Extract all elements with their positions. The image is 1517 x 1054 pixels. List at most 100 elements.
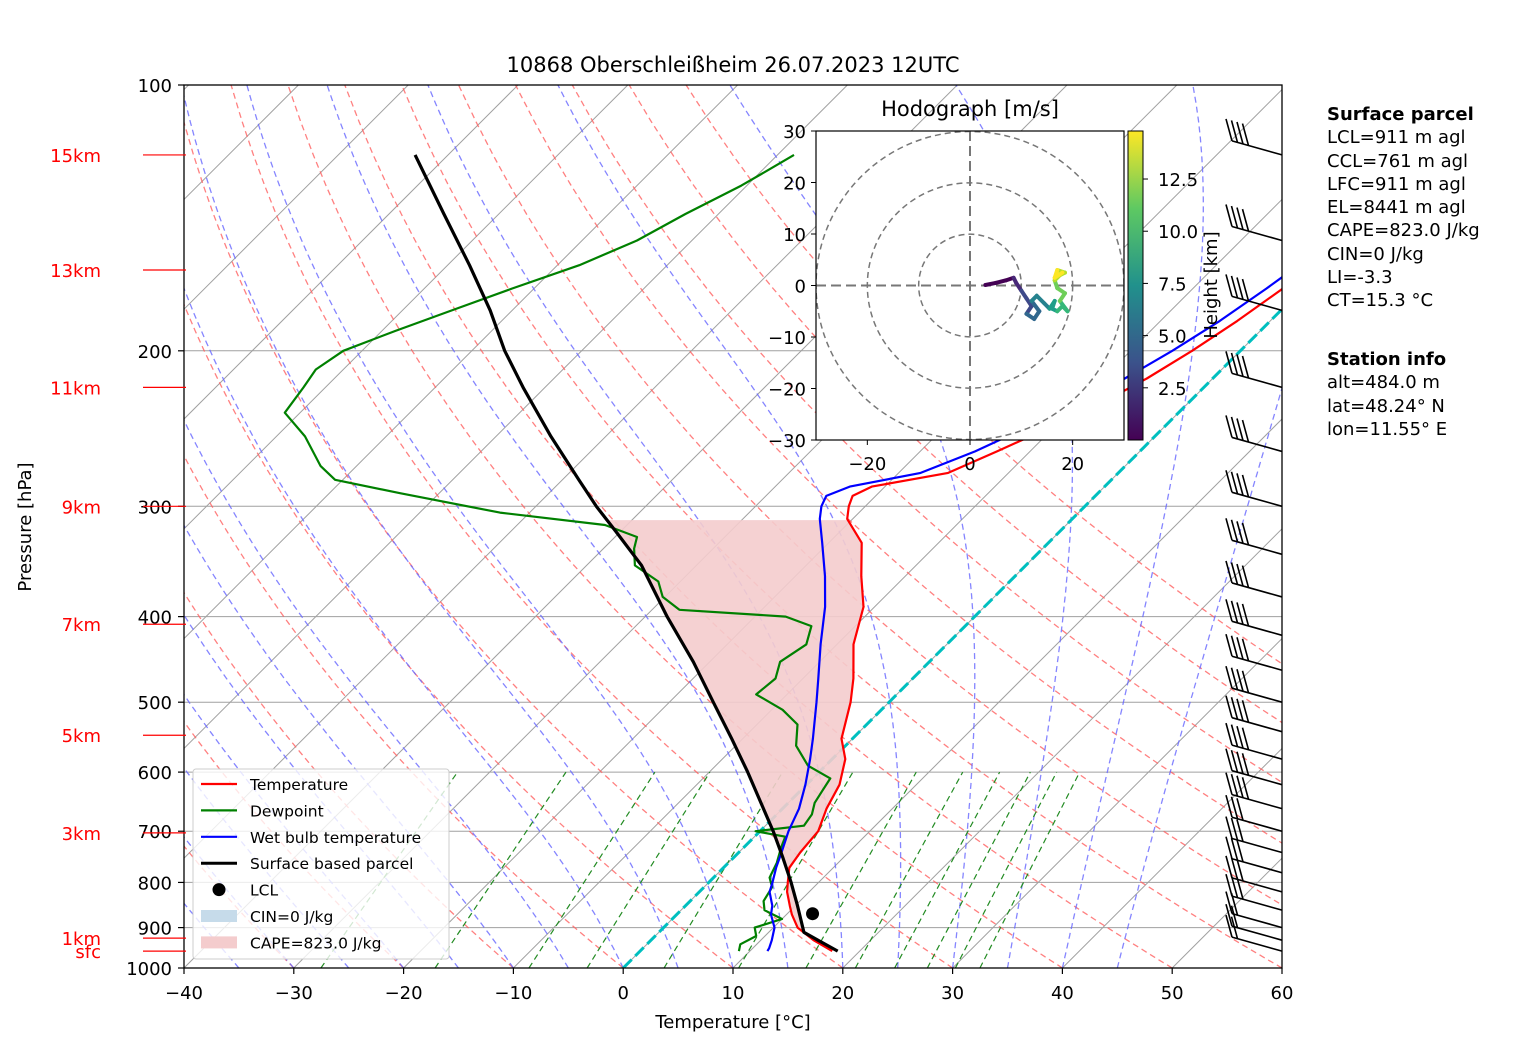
wind-barb-flag: [1225, 351, 1233, 374]
moist-adiabat-line: [246, 85, 734, 968]
mixing-ratio-line: [528, 771, 656, 968]
wind-barb-flag: [1236, 418, 1244, 441]
wind-barb-shaft: [1231, 816, 1283, 832]
legend-label: Surface based parcel: [250, 855, 413, 873]
y-tick-label: 300: [138, 497, 172, 518]
wind-barb-shaft: [1231, 225, 1283, 242]
y-axis-label: Pressure [hPa]: [15, 462, 36, 591]
hodo-x-tick-label: 0: [964, 454, 975, 475]
wind-barb-flag: [1225, 204, 1233, 227]
moist-adiabat-line: [184, 902, 240, 968]
wind-barb-shaft: [1231, 491, 1283, 508]
x-tick-label: 10: [722, 983, 745, 1004]
wetbulb-line: [766, 275, 1282, 952]
wind-barb-flag: [1225, 795, 1233, 818]
legend-marker: [212, 883, 226, 897]
mixing-ratio-line: [954, 771, 1058, 968]
hodo-ring: [917, 233, 1023, 338]
wind-barb-flag: [1236, 207, 1244, 230]
y-tick-label: 400: [138, 608, 172, 629]
wind-barb-flag: [1225, 855, 1233, 879]
colorbar-tick-label: 5.0: [1158, 327, 1187, 348]
colorbar-tick-label: 10.0: [1158, 222, 1198, 243]
wind-barb-flag: [1230, 562, 1239, 585]
wind-barb-flag: [1241, 278, 1250, 302]
height-label: 9km: [62, 497, 101, 518]
ct-value: CT=15.3 °C: [1327, 290, 1434, 312]
hodo-plot: [816, 131, 1124, 440]
moist-adiabat-line: [955, 85, 1074, 968]
lcl-value: LCL=911 m agl: [1327, 127, 1466, 149]
y-tick-label: 200: [138, 342, 172, 363]
chart-title: 10868 Oberschleißheim 26.07.2023 12UTC: [507, 53, 960, 77]
station-lat: lat=48.24° N: [1327, 395, 1445, 417]
wind-barb-flag: [1241, 208, 1250, 232]
wind-barb-flag: [1236, 121, 1244, 145]
wind-barb-flag: [1241, 700, 1250, 723]
wind-barb-flag: [1230, 205, 1239, 229]
wind-barb-flag: [1241, 123, 1250, 146]
dry-adiabat-line: [458, 85, 1282, 906]
wind-barb-flag: [1230, 817, 1239, 841]
wind-barb-flag: [1241, 670, 1250, 694]
wind-barb-flag: [1225, 634, 1233, 657]
wind-barb-flag: [1236, 354, 1244, 377]
wind-barb-flag: [1236, 473, 1244, 496]
ccl-value: CCL=761 m agl: [1327, 150, 1469, 172]
wind-barb-flag: [1225, 599, 1233, 622]
dry-adiabat-line: [287, 85, 1063, 968]
wind-barb-shaft: [1231, 769, 1283, 786]
hodo-y-tick-label: 10: [783, 225, 806, 246]
hodo-title: Hodograph [m/s]: [881, 97, 1059, 121]
wind-barb-flag: [1230, 519, 1239, 543]
wind-barb-flag: [1230, 416, 1239, 440]
hodo-y-tick-label: 0: [795, 277, 806, 298]
wind-barb-flag: [1225, 665, 1233, 689]
temperature-line: [786, 287, 1282, 953]
wind-barb-flag: [1230, 275, 1239, 299]
el-value: EL=8441 m agl: [1327, 197, 1466, 219]
wind-barb-flag: [1241, 603, 1250, 627]
y-tick-label: 600: [138, 763, 172, 784]
isotherm-line: [1062, 747, 1282, 968]
x-tick-label: 60: [1271, 983, 1294, 1004]
wind-barb-flag: [1225, 873, 1233, 897]
dry-adiabat-line: [401, 85, 1282, 968]
isotherm-line: [184, 85, 738, 640]
hodo-trace: [1052, 270, 1065, 280]
wind-barb-flag: [1225, 274, 1233, 297]
wind-barb-flag: [1225, 722, 1233, 746]
wind-barb-shaft: [1231, 436, 1283, 453]
legend-label: CAPE=823.0 J/kg: [250, 934, 381, 952]
wind-barb-flag: [1230, 905, 1239, 928]
height-label: 1km: [62, 929, 101, 950]
wind-barb-shaft: [1231, 716, 1283, 733]
mixing-ratio-line: [738, 771, 854, 968]
legend-label: LCL: [250, 882, 278, 900]
wind-barb-shaft: [1231, 582, 1283, 598]
x-axis-label: Temperature [°C]: [654, 1012, 810, 1033]
wind-barb-flag: [1236, 798, 1244, 821]
wind-barb-flag: [1236, 669, 1244, 692]
wind-barb-shaft: [1231, 877, 1283, 893]
surface-parcel-heading: Surface parcel: [1327, 104, 1474, 125]
wind-barb-flag: [1225, 772, 1233, 795]
y-tick-label: 100: [138, 76, 172, 97]
y-tick-label: 900: [138, 919, 172, 940]
y-tick-label: 800: [138, 873, 172, 894]
moist-adiabat-line: [184, 418, 569, 968]
wind-barb-shaft: [1231, 912, 1283, 929]
wind-barb-flag: [1225, 518, 1233, 541]
dry-adiabat-line: [230, 85, 953, 968]
hodo-x-tick-label: −20: [848, 454, 886, 475]
moist-adiabat-line: [184, 524, 514, 968]
surface-parcel-box: Surface parcel LCL=911 m agl CCL=761 m a…: [1327, 103, 1480, 313]
x-tick-label: 30: [941, 983, 964, 1004]
legend-label: Temperature: [249, 776, 348, 794]
moist-adiabat-line: [326, 85, 789, 968]
wind-barb-flag: [1236, 775, 1244, 798]
mixing-ratio-line: [805, 771, 917, 968]
isotherm-line: [732, 418, 1282, 968]
wind-barb-flag: [1225, 415, 1233, 438]
station-info-heading: Station info: [1327, 349, 1447, 370]
